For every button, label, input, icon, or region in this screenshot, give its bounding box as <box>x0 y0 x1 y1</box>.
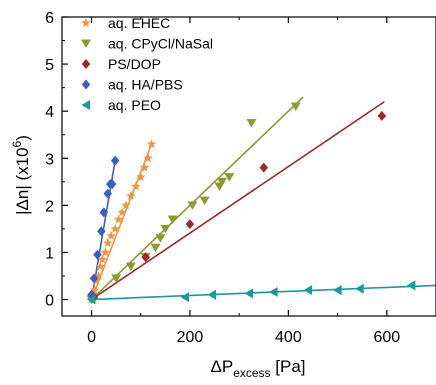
data-point-series-0 <box>146 139 157 149</box>
y-tick-label: 4 <box>45 104 54 121</box>
x-axis-label-main: ΔP <box>210 357 233 376</box>
y-tick-label: 5 <box>45 57 54 74</box>
plot-frame <box>61 16 436 317</box>
data-point-series-0 <box>100 247 111 257</box>
x-tick-label: 400 <box>275 329 302 346</box>
legend-label-0: aq. EHEC <box>108 15 170 31</box>
data-point-series-1 <box>224 173 235 182</box>
data-point-series-0 <box>103 238 113 248</box>
y-axis-label-close: ) <box>13 135 32 141</box>
x-tick-label: 600 <box>373 329 400 346</box>
x-tick-label: 200 <box>177 329 204 346</box>
data-point-series-1 <box>160 224 171 234</box>
legend-label-1: aq. CPyCl/NaSal <box>108 36 213 52</box>
data-point-series-0 <box>131 181 141 191</box>
data-point-series-3 <box>97 226 106 237</box>
x-axis-label-subscript: excess <box>233 366 270 380</box>
data-point-series-3 <box>99 207 109 218</box>
data-markers <box>86 102 416 305</box>
data-point-series-4 <box>406 280 416 291</box>
data-point-series-0 <box>110 223 120 233</box>
data-point-series-0 <box>113 214 124 224</box>
data-point-series-1 <box>216 177 227 187</box>
data-point-series-2 <box>259 162 269 173</box>
legend-marker-4 <box>81 100 90 110</box>
data-point-series-1 <box>199 196 210 206</box>
y-tick-label: 2 <box>45 198 54 215</box>
y-tick-label: 1 <box>45 245 54 262</box>
data-point-series-1 <box>150 243 161 253</box>
y-tick-label: 6 <box>45 10 54 27</box>
y-tick-label: 0 <box>45 293 54 310</box>
data-point-series-4 <box>180 292 190 303</box>
data-point-series-4 <box>207 289 217 300</box>
x-tick-label: 0 <box>87 329 96 346</box>
data-point-series-0 <box>95 261 106 271</box>
fit-line-series-1 <box>90 96 304 301</box>
data-point-series-0 <box>106 230 116 240</box>
data-point-series-0 <box>143 153 153 163</box>
y-tick-label: 3 <box>45 151 54 168</box>
data-point-series-0 <box>135 172 146 182</box>
legend-label-3: aq. HA/PBS <box>108 77 183 93</box>
data-point-series-0 <box>93 270 104 281</box>
data-point-series-0 <box>126 190 136 200</box>
legend-label-2: PS/DOP <box>108 56 161 72</box>
y-axis-ticks: 0 1 2 3 4 5 6 <box>45 10 68 310</box>
x-axis-ticks: 0 200 400 600 <box>87 17 436 346</box>
data-point-series-4 <box>333 285 342 296</box>
data-point-series-2 <box>141 252 150 263</box>
x-axis-label-unit: [Pa] <box>271 357 306 376</box>
x-axis-label: ΔPexcess [Pa] <box>210 357 305 380</box>
data-point-series-1 <box>125 262 136 272</box>
y-axis-label: |Δn| (x106) <box>10 135 32 215</box>
y-axis-label-superscript: 6 <box>10 140 24 147</box>
legend-marker-2 <box>81 59 91 69</box>
data-point-series-4 <box>303 285 313 296</box>
fit-line-series-4 <box>91 284 436 301</box>
data-point-series-1 <box>187 201 198 210</box>
data-point-series-4 <box>87 294 96 305</box>
data-point-series-4 <box>269 286 278 297</box>
y-axis-label-main: |Δn| (x10 <box>13 147 32 214</box>
data-point-series-1 <box>167 215 178 224</box>
data-point-series-2 <box>185 219 195 230</box>
legend: aq. EHEC aq. CPyCl/NaSal PS/DOP aq. HA/PBS a… <box>81 15 213 113</box>
data-point-series-0 <box>117 207 127 217</box>
data-point-series-3 <box>89 273 99 284</box>
data-point-series-2 <box>377 110 387 121</box>
data-point-series-4 <box>355 283 364 294</box>
data-point-series-3 <box>93 249 102 260</box>
data-point-series-3 <box>107 179 117 190</box>
fit-line-series-0 <box>90 143 153 300</box>
fit-lines <box>90 96 436 301</box>
data-point-series-1 <box>155 234 166 243</box>
data-point-series-0 <box>121 200 131 210</box>
data-point-series-0 <box>139 162 150 172</box>
data-point-series-1 <box>290 102 301 111</box>
fit-line-series-2 <box>91 101 385 301</box>
data-point-series-3 <box>103 188 113 199</box>
data-point-series-0 <box>89 285 100 295</box>
legend-marker-3 <box>81 79 91 90</box>
data-point-series-0 <box>97 254 108 264</box>
legend-marker-0 <box>81 18 91 28</box>
legend-marker-1 <box>81 39 91 48</box>
data-point-series-1 <box>111 274 122 283</box>
legend-label-4: aq. PEO <box>108 97 161 113</box>
data-point-series-4 <box>244 288 253 299</box>
data-point-series-1 <box>246 118 257 128</box>
data-point-series-3 <box>110 155 120 166</box>
